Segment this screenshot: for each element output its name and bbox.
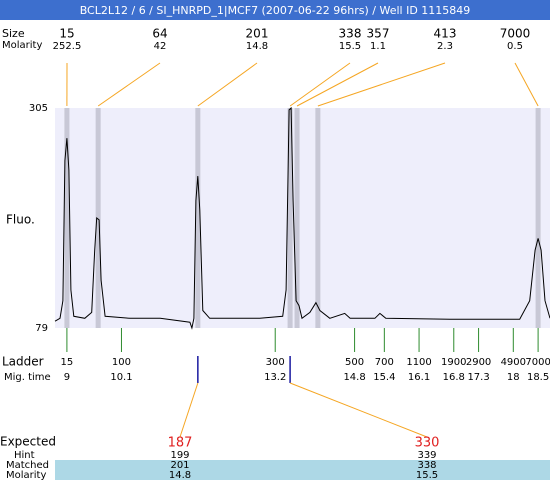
matched-molarity: 15.5: [416, 470, 438, 480]
hint-value: 339: [417, 450, 436, 461]
ladder-size: 100: [112, 357, 131, 368]
matched-molarity: 14.8: [169, 470, 191, 480]
mig-time-label: Mig. time: [4, 372, 51, 383]
peak-connector: [317, 62, 446, 107]
peak-size: 201: [246, 27, 269, 41]
expected-label: Expected: [0, 435, 56, 449]
peak-connector: [197, 62, 258, 107]
ladder-size: 4900: [501, 357, 526, 368]
expected-value: 187: [168, 436, 193, 451]
expected-value: 330: [415, 436, 440, 451]
y-tick-label: 305: [29, 103, 48, 114]
peak-connector: [289, 62, 351, 107]
peak-size: 357: [367, 27, 390, 41]
peak-size: 413: [434, 27, 457, 41]
peak-marker: [95, 108, 101, 328]
ladder-time: 16.1: [408, 372, 430, 383]
ladder-time: 13.2: [264, 372, 286, 383]
peak-connector: [296, 62, 379, 107]
peak-molarity: 14.8: [246, 41, 268, 52]
peak-size: 338: [339, 27, 362, 41]
peak-marker: [195, 108, 201, 328]
peak-marker: [315, 108, 321, 328]
hint-label: Hint: [14, 450, 35, 461]
y-axis-label: Fluo.: [6, 213, 35, 227]
plot-area: [55, 108, 550, 328]
trace-line: [54, 106, 550, 330]
ladder-time: 17.3: [467, 372, 489, 383]
peak-marker: [294, 108, 300, 328]
peak-molarity: 42: [154, 41, 167, 52]
ladder-time: 18.5: [527, 372, 549, 383]
ladder-size: 300: [266, 357, 285, 368]
expected-connector: [289, 382, 428, 438]
header-bar: [0, 0, 550, 20]
ladder-size: 1900: [441, 357, 466, 368]
ladder-time: 10.1: [110, 372, 132, 383]
molarity-label: Molarity: [2, 40, 42, 51]
expected-connector: [179, 382, 199, 438]
ladder-size: 1100: [406, 357, 431, 368]
peak-size: 7000: [500, 27, 531, 41]
peak-connector: [514, 62, 539, 107]
chart-title: BCL2L12 / 6 / SI_HNRPD_1|MCF7 (2007-06-2…: [80, 4, 471, 17]
matched-value: 338: [417, 460, 436, 471]
peak-molarity: 0.5: [507, 41, 523, 52]
ladder-size: 500: [345, 357, 364, 368]
matched-value: 201: [170, 460, 189, 471]
peak-molarity: 2.3: [437, 41, 453, 52]
ladder-time: 15.4: [373, 372, 395, 383]
ladder-size: 700: [375, 357, 394, 368]
hint-value: 199: [170, 450, 189, 461]
matched-row-bg: [55, 460, 550, 480]
peak-molarity: 252.5: [53, 41, 82, 52]
ladder-size: 2900: [466, 357, 491, 368]
ladder-label: Ladder: [2, 355, 44, 369]
ladder-size: 15: [61, 357, 74, 368]
peak-size: 64: [152, 27, 167, 41]
ladder-size: 7000: [525, 357, 550, 368]
y-tick-label: 79: [35, 323, 48, 334]
peak-marker: [64, 108, 70, 328]
matched-label: Matched: [6, 460, 49, 471]
ladder-time: 9: [64, 372, 70, 383]
peak-size: 15: [59, 27, 74, 41]
peak-molarity: 1.1: [370, 41, 386, 52]
size-label: Size: [2, 27, 25, 40]
peak-connector: [97, 62, 161, 107]
ladder-time: 18: [507, 372, 520, 383]
molarity-row-label: Molarity: [6, 470, 46, 480]
ladder-time: 16.8: [443, 372, 465, 383]
ladder-time: 14.8: [343, 372, 365, 383]
peak-marker: [535, 108, 541, 328]
peak-molarity: 15.5: [339, 41, 361, 52]
peak-marker: [287, 108, 293, 328]
